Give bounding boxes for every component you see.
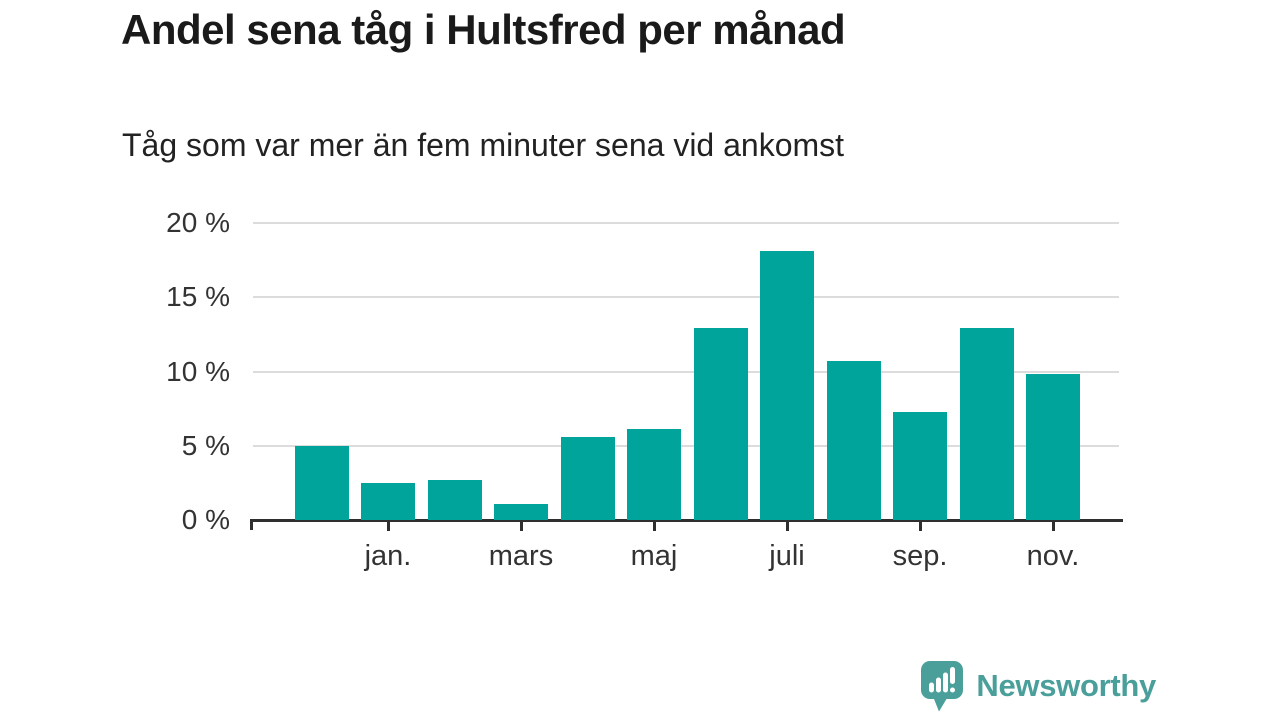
x-axis-label-jan.: jan. xyxy=(364,540,412,572)
x-axis-label-juli: juli xyxy=(769,540,805,572)
x-axis-tick-sep. xyxy=(918,521,922,531)
chart-title: Andel sena tåg i Hultsfred per månad xyxy=(121,6,846,53)
bar-aug. xyxy=(826,361,881,520)
bar-dec. xyxy=(294,445,349,520)
bar-mars xyxy=(494,503,548,520)
x-axis-tick-jan. xyxy=(386,521,390,531)
mini-bar-3 xyxy=(943,672,949,693)
exclamation-dot xyxy=(950,687,956,693)
y-axis-label-20: 20 % xyxy=(166,207,230,238)
x-axis-tick-juli xyxy=(785,521,789,531)
plot-area: 0 % 5 % 10 % 15 % 20 % jan. mars maj juli sep. nov… xyxy=(166,207,1123,572)
bar-sep. xyxy=(893,411,947,520)
exclamation-stem xyxy=(950,667,956,684)
y-axis-label-5: 5 % xyxy=(181,429,230,461)
x-axis-label-mars: mars xyxy=(488,540,554,572)
x-axis-line xyxy=(250,519,1123,522)
x-axis-label-maj: maj xyxy=(630,540,678,572)
y-axis-label-15: 15 % xyxy=(166,281,230,313)
chart-subtitle: Tåg som var mer än fem minuter sena vid … xyxy=(122,127,845,163)
bar-okt. xyxy=(959,328,1014,520)
newsworthy-wordmark: Newsworthy xyxy=(976,667,1156,703)
gridline-5 xyxy=(253,444,1119,447)
gridline-10 xyxy=(253,370,1119,373)
mini-bar-1 xyxy=(929,682,935,693)
newsworthy-speech-bubble-bar-chart-icon xyxy=(921,661,964,712)
newsworthy-logo: Newsworthy xyxy=(919,659,1156,712)
x-axis-start-tick xyxy=(250,521,253,530)
x-axis-tick-mars xyxy=(519,521,523,531)
y-axis-label-10: 10 % xyxy=(166,355,230,387)
bar-feb. xyxy=(427,479,482,520)
bar-maj xyxy=(627,429,681,520)
bar-juni xyxy=(693,328,748,520)
speech-bubble-shape xyxy=(921,661,964,712)
x-axis-label-sep.: sep. xyxy=(892,540,948,572)
gridline-20 xyxy=(253,222,1119,224)
y-axis-label-0: 0 % xyxy=(181,504,230,535)
bar-nov. xyxy=(1026,374,1080,520)
bar-juli xyxy=(760,251,814,520)
gridline-15 xyxy=(253,296,1119,299)
x-axis-label-nov.: nov. xyxy=(1026,540,1080,572)
mini-bar-2 xyxy=(936,677,942,693)
x-axis-tick-nov. xyxy=(1051,521,1055,531)
bar-apr. xyxy=(560,436,615,520)
x-axis-tick-maj xyxy=(652,521,656,531)
bar-jan. xyxy=(361,482,415,520)
